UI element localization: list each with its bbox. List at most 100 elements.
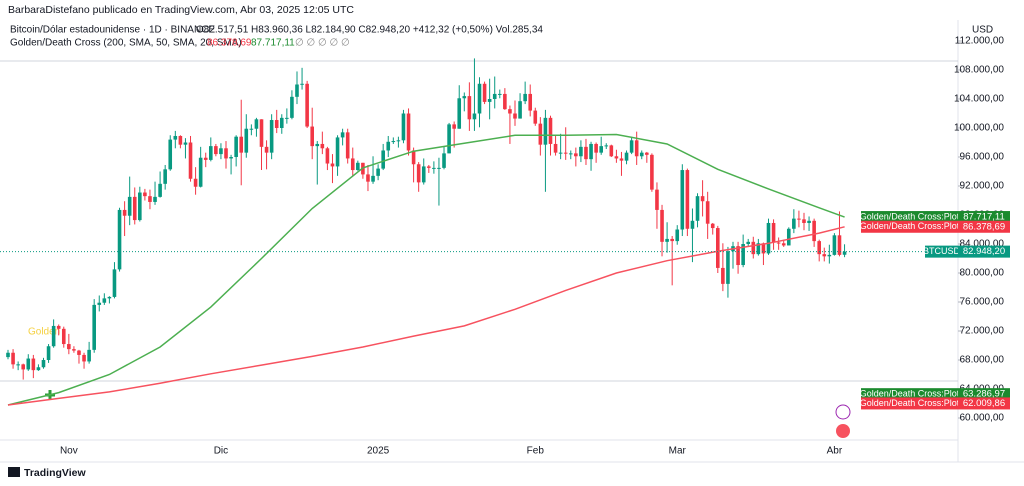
x-tick-label: Abr bbox=[827, 446, 843, 457]
candle-body bbox=[594, 143, 598, 153]
candle-body bbox=[371, 175, 375, 182]
badge-value-text: 62.009,86 bbox=[963, 398, 1005, 409]
candle-body bbox=[295, 84, 299, 97]
candle-body bbox=[761, 243, 766, 254]
y-tick-label: 104.000,00 bbox=[954, 94, 1004, 105]
candle-body bbox=[482, 83, 487, 102]
candle-body bbox=[11, 352, 15, 365]
candle-body bbox=[837, 235, 842, 255]
candle-body bbox=[563, 152, 568, 154]
candle-body bbox=[138, 192, 142, 221]
candle-body bbox=[528, 93, 533, 111]
candle-body bbox=[219, 148, 223, 155]
candle-body bbox=[209, 146, 213, 160]
x-tick-label: Feb bbox=[527, 446, 545, 457]
indicator-rest: ∅ ∅ ∅ ∅ ∅ bbox=[295, 38, 350, 49]
candle-body bbox=[624, 152, 629, 161]
candle-body bbox=[756, 243, 761, 255]
candle-body bbox=[249, 128, 254, 130]
candle-body bbox=[279, 117, 284, 129]
candle-body bbox=[523, 93, 527, 102]
badge-name bbox=[861, 388, 958, 401]
candle-body bbox=[736, 246, 740, 266]
y-tick-label: 108.000,00 bbox=[954, 65, 1004, 76]
badge-value-text: 86.378,69 bbox=[963, 221, 1005, 232]
candle-body bbox=[802, 219, 806, 223]
candle-body bbox=[690, 220, 695, 229]
badge-name-text: BTCUSD bbox=[923, 246, 961, 256]
badge-value bbox=[958, 397, 1010, 410]
candle-body bbox=[589, 143, 593, 160]
candle-body bbox=[234, 136, 238, 158]
candle-body bbox=[330, 163, 335, 167]
candle-body bbox=[452, 124, 456, 129]
candle-body bbox=[356, 162, 360, 171]
candle-body bbox=[771, 222, 776, 243]
y-tick-label: 68.000,00 bbox=[960, 355, 1005, 366]
badge-name bbox=[861, 220, 958, 233]
badge-name bbox=[861, 397, 958, 410]
candle-body bbox=[87, 349, 91, 362]
candle-body bbox=[650, 154, 654, 190]
candle-body bbox=[726, 251, 730, 284]
candle-body bbox=[122, 209, 127, 216]
x-tick-label: Nov bbox=[60, 446, 78, 457]
badge-name-text: Golden/Death Cross:Plot bbox=[860, 398, 960, 408]
candle-body bbox=[655, 189, 659, 210]
candle-body bbox=[345, 132, 350, 159]
candle-body bbox=[442, 153, 446, 168]
candle-body bbox=[599, 146, 603, 153]
candle-body bbox=[508, 109, 512, 114]
y-tick-label: 76.000,00 bbox=[960, 297, 1005, 308]
candle-body bbox=[827, 254, 832, 257]
candle-body bbox=[421, 166, 426, 183]
annotation: Golden bbox=[28, 327, 60, 338]
candle-body bbox=[153, 196, 157, 202]
candle-body bbox=[604, 145, 609, 147]
candle-body bbox=[224, 148, 228, 159]
candle-body bbox=[710, 223, 715, 229]
candle-body bbox=[746, 241, 751, 245]
candle-body bbox=[492, 93, 497, 100]
candle-body bbox=[26, 358, 31, 370]
candle-body bbox=[350, 158, 355, 171]
x-tick-label: Dic bbox=[214, 446, 228, 457]
candle-body bbox=[376, 168, 380, 176]
candle-body bbox=[178, 135, 183, 145]
candle-body bbox=[264, 146, 269, 153]
candle-body bbox=[467, 96, 472, 120]
candle-body bbox=[609, 145, 614, 157]
candle-body bbox=[457, 98, 462, 129]
candle-body bbox=[325, 148, 330, 164]
candle-body bbox=[619, 158, 624, 161]
candle-body bbox=[244, 128, 249, 153]
candle-body bbox=[92, 304, 96, 350]
published: BarbaraDistefano publicado en TradingVie… bbox=[8, 4, 354, 16]
candle-body bbox=[721, 267, 725, 284]
candle-body bbox=[61, 328, 66, 345]
candle-body bbox=[214, 146, 218, 155]
badge-name-text: Golden/Death Cross:Plot bbox=[860, 221, 960, 231]
y-tick-label: 112.000,00 bbox=[955, 36, 1005, 47]
logo bbox=[8, 467, 20, 477]
badge-value bbox=[958, 220, 1010, 233]
candle-body bbox=[31, 358, 36, 371]
candle-body bbox=[705, 201, 710, 224]
badge-value-text: 82.948,20 bbox=[963, 246, 1005, 257]
candle-body bbox=[462, 96, 467, 99]
candle-body bbox=[148, 196, 152, 202]
candle-body bbox=[229, 157, 233, 159]
candle-body bbox=[543, 117, 548, 145]
candle-body bbox=[487, 99, 492, 102]
candle-body bbox=[695, 196, 700, 221]
candle-body bbox=[437, 167, 441, 169]
candle-body bbox=[21, 364, 26, 370]
symbol: Bitcoin/Dólar estadounidense · 1D · BINA… bbox=[10, 25, 215, 36]
candle-body bbox=[396, 140, 401, 142]
candle-body bbox=[269, 120, 274, 153]
candle-body bbox=[579, 146, 583, 157]
candle-body bbox=[16, 364, 20, 366]
candle-body bbox=[112, 269, 117, 297]
